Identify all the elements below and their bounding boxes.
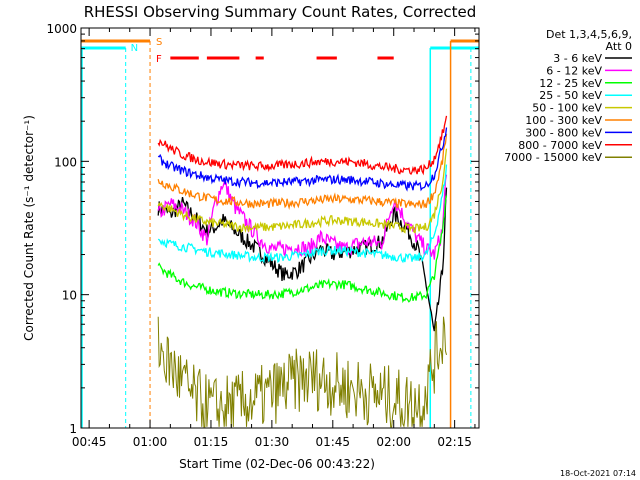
- legend-label-7: 800 - 7000 keV: [518, 139, 602, 152]
- legend-label-5: 100 - 300 keV: [525, 114, 602, 127]
- legend-header-line-2: Att 0: [606, 40, 632, 53]
- y-tick-label-3: 1000: [46, 22, 77, 36]
- plot-area: S N F: [81, 37, 479, 428]
- x-tick-label-4: 01:45: [315, 435, 350, 449]
- timestamp: 18-Oct-2021 07:14: [560, 469, 636, 478]
- series-line-5: [157, 133, 448, 211]
- legend-label-8: 7000 - 15000 keV: [504, 151, 602, 164]
- y-tick-label-1: 10: [62, 289, 77, 303]
- y-tick-label-0: 1: [69, 422, 77, 436]
- legend-label-2: 12 - 25 keV: [539, 77, 602, 90]
- y-tick-label-2: 100: [54, 155, 77, 169]
- series-line-1: [157, 174, 448, 260]
- series-line-7: [157, 115, 448, 176]
- legend-label-4: 50 - 100 keV: [532, 102, 602, 115]
- legend-label-6: 300 - 800 keV: [525, 126, 602, 139]
- chart-title: RHESSI Observing Summary Count Rates, Co…: [84, 3, 477, 21]
- x-tick-label-5: 02:00: [376, 435, 411, 449]
- x-axis-label: Start Time (02-Dec-06 00:43:22): [179, 457, 375, 471]
- y-axis-label: Corrected Count Rate (s⁻¹ detector⁻¹): [22, 115, 36, 341]
- x-tick-label-6: 02:15: [437, 435, 472, 449]
- legend-label-0: 3 - 6 keV: [553, 52, 602, 65]
- legend-label-1: 6 - 12 keV: [546, 64, 602, 77]
- x-tick-label-0: 00:45: [72, 435, 107, 449]
- series-line-3: [157, 164, 448, 264]
- series-line-4: [157, 148, 448, 234]
- flag-label-n: N: [131, 43, 138, 54]
- x-tick-label-1: 01:00: [133, 435, 168, 449]
- legend-header-line-1: Det 1,3,4,5,6,9,: [546, 28, 632, 41]
- flag-label-s: S: [156, 37, 162, 48]
- series-line-2: [157, 195, 448, 304]
- legend-label-3: 25 - 50 keV: [539, 89, 602, 102]
- x-tick-label-2: 01:15: [194, 435, 229, 449]
- x-tick-label-3: 01:30: [255, 435, 290, 449]
- axes: 1 10 100 1000 00:45 01:00 01:15 01:30 01:45 02:00…: [46, 22, 479, 449]
- plot-frame: [80, 27, 480, 429]
- flag-label-f: F: [156, 54, 162, 65]
- series-line-8: [157, 316, 447, 428]
- series-line-6: [157, 127, 448, 192]
